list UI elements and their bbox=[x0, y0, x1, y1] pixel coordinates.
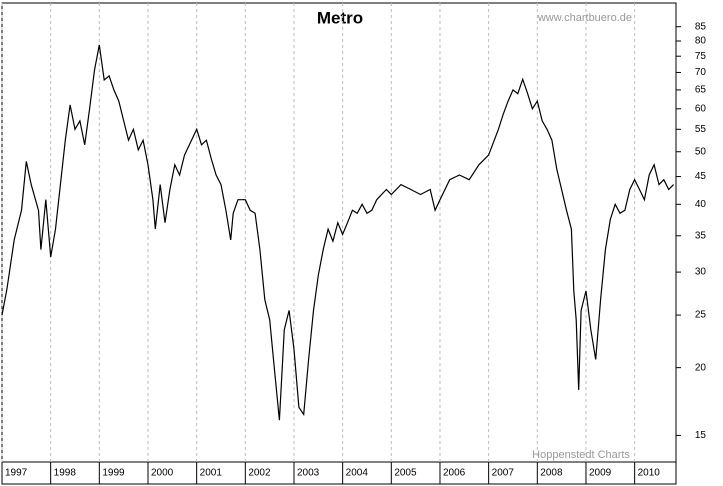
y-tick-label: 50 bbox=[695, 146, 707, 157]
x-tick-label: 2002 bbox=[248, 468, 271, 479]
x-tick-label: 2010 bbox=[638, 468, 661, 479]
x-tick-label: 2003 bbox=[297, 468, 320, 479]
y-tick-label: 15 bbox=[695, 430, 707, 441]
y-tick-label: 25 bbox=[695, 310, 707, 321]
y-tick-label: 35 bbox=[695, 230, 707, 241]
y-tick-label: 80 bbox=[695, 36, 707, 47]
x-tick-label: 2009 bbox=[589, 468, 612, 479]
x-tick-label: 1997 bbox=[5, 468, 28, 479]
x-tick-label: 2004 bbox=[346, 468, 369, 479]
y-tick-label: 20 bbox=[695, 362, 707, 373]
y-tick-label: 45 bbox=[695, 171, 707, 182]
y-tick-label: 40 bbox=[695, 199, 707, 210]
price-line bbox=[1, 44, 675, 421]
y-tick-label: 60 bbox=[695, 103, 707, 114]
x-tick-label: 2001 bbox=[200, 468, 223, 479]
plot-frame bbox=[1, 2, 677, 463]
y-tick-label: 75 bbox=[695, 51, 707, 62]
x-tick-label: 1999 bbox=[102, 468, 125, 479]
x-tick-label: 2000 bbox=[151, 468, 174, 479]
y-tick-label: 85 bbox=[695, 21, 707, 32]
credit-label: Hoppenstedt Charts bbox=[532, 449, 630, 461]
y-tick-label: 70 bbox=[695, 67, 707, 78]
y-tick-label: 65 bbox=[695, 85, 707, 96]
source-label: www.chartbuero.de bbox=[537, 12, 632, 24]
x-tick-label: 2007 bbox=[492, 468, 515, 479]
chart-title: Metro bbox=[317, 8, 363, 27]
y-tick-label: 30 bbox=[695, 267, 707, 278]
y-tick-label: 55 bbox=[695, 124, 707, 135]
x-tick-label: 2008 bbox=[540, 468, 563, 479]
x-tick-label: 1998 bbox=[54, 468, 77, 479]
x-tick-label: 2005 bbox=[394, 468, 417, 479]
x-tick-label: 2006 bbox=[443, 468, 466, 479]
